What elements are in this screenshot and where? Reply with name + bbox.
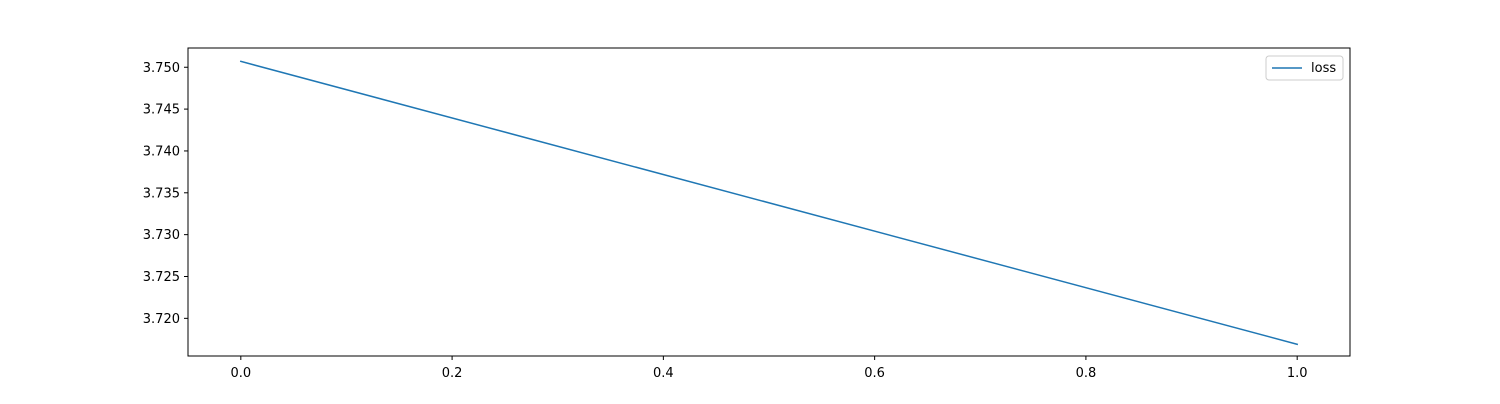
y-tick-label: 3.750 [143, 61, 180, 76]
x-tick-label: 1.0 [1287, 366, 1308, 381]
legend: loss [1265, 55, 1344, 81]
plot-frame [187, 47, 1351, 357]
series-line-loss [239, 60, 1299, 346]
x-tick-label: 0.2 [442, 366, 463, 381]
x-tick-label: 0.4 [653, 366, 674, 381]
legend-box [1265, 55, 1344, 81]
y-tick-label: 3.735 [143, 186, 180, 201]
y-tick-label: 3.730 [143, 228, 180, 243]
legend-label-loss: loss [1311, 61, 1336, 76]
y-axis: 3.720 3.725 3.730 3.735 3.740 3.745 3.750 [143, 61, 188, 327]
x-axis: 0.0 0.2 0.4 0.6 0.8 1.0 [230, 356, 1308, 381]
x-tick-label: 0.8 [1076, 366, 1097, 381]
x-tick-label: 0.6 [864, 366, 885, 381]
y-tick-label: 3.725 [143, 270, 180, 285]
y-tick-label: 3.720 [143, 312, 180, 327]
x-tick-label: 0.0 [230, 366, 251, 381]
series-layer [239, 60, 1299, 346]
y-tick-label: 3.740 [143, 144, 180, 159]
y-tick-label: 3.745 [143, 103, 180, 118]
